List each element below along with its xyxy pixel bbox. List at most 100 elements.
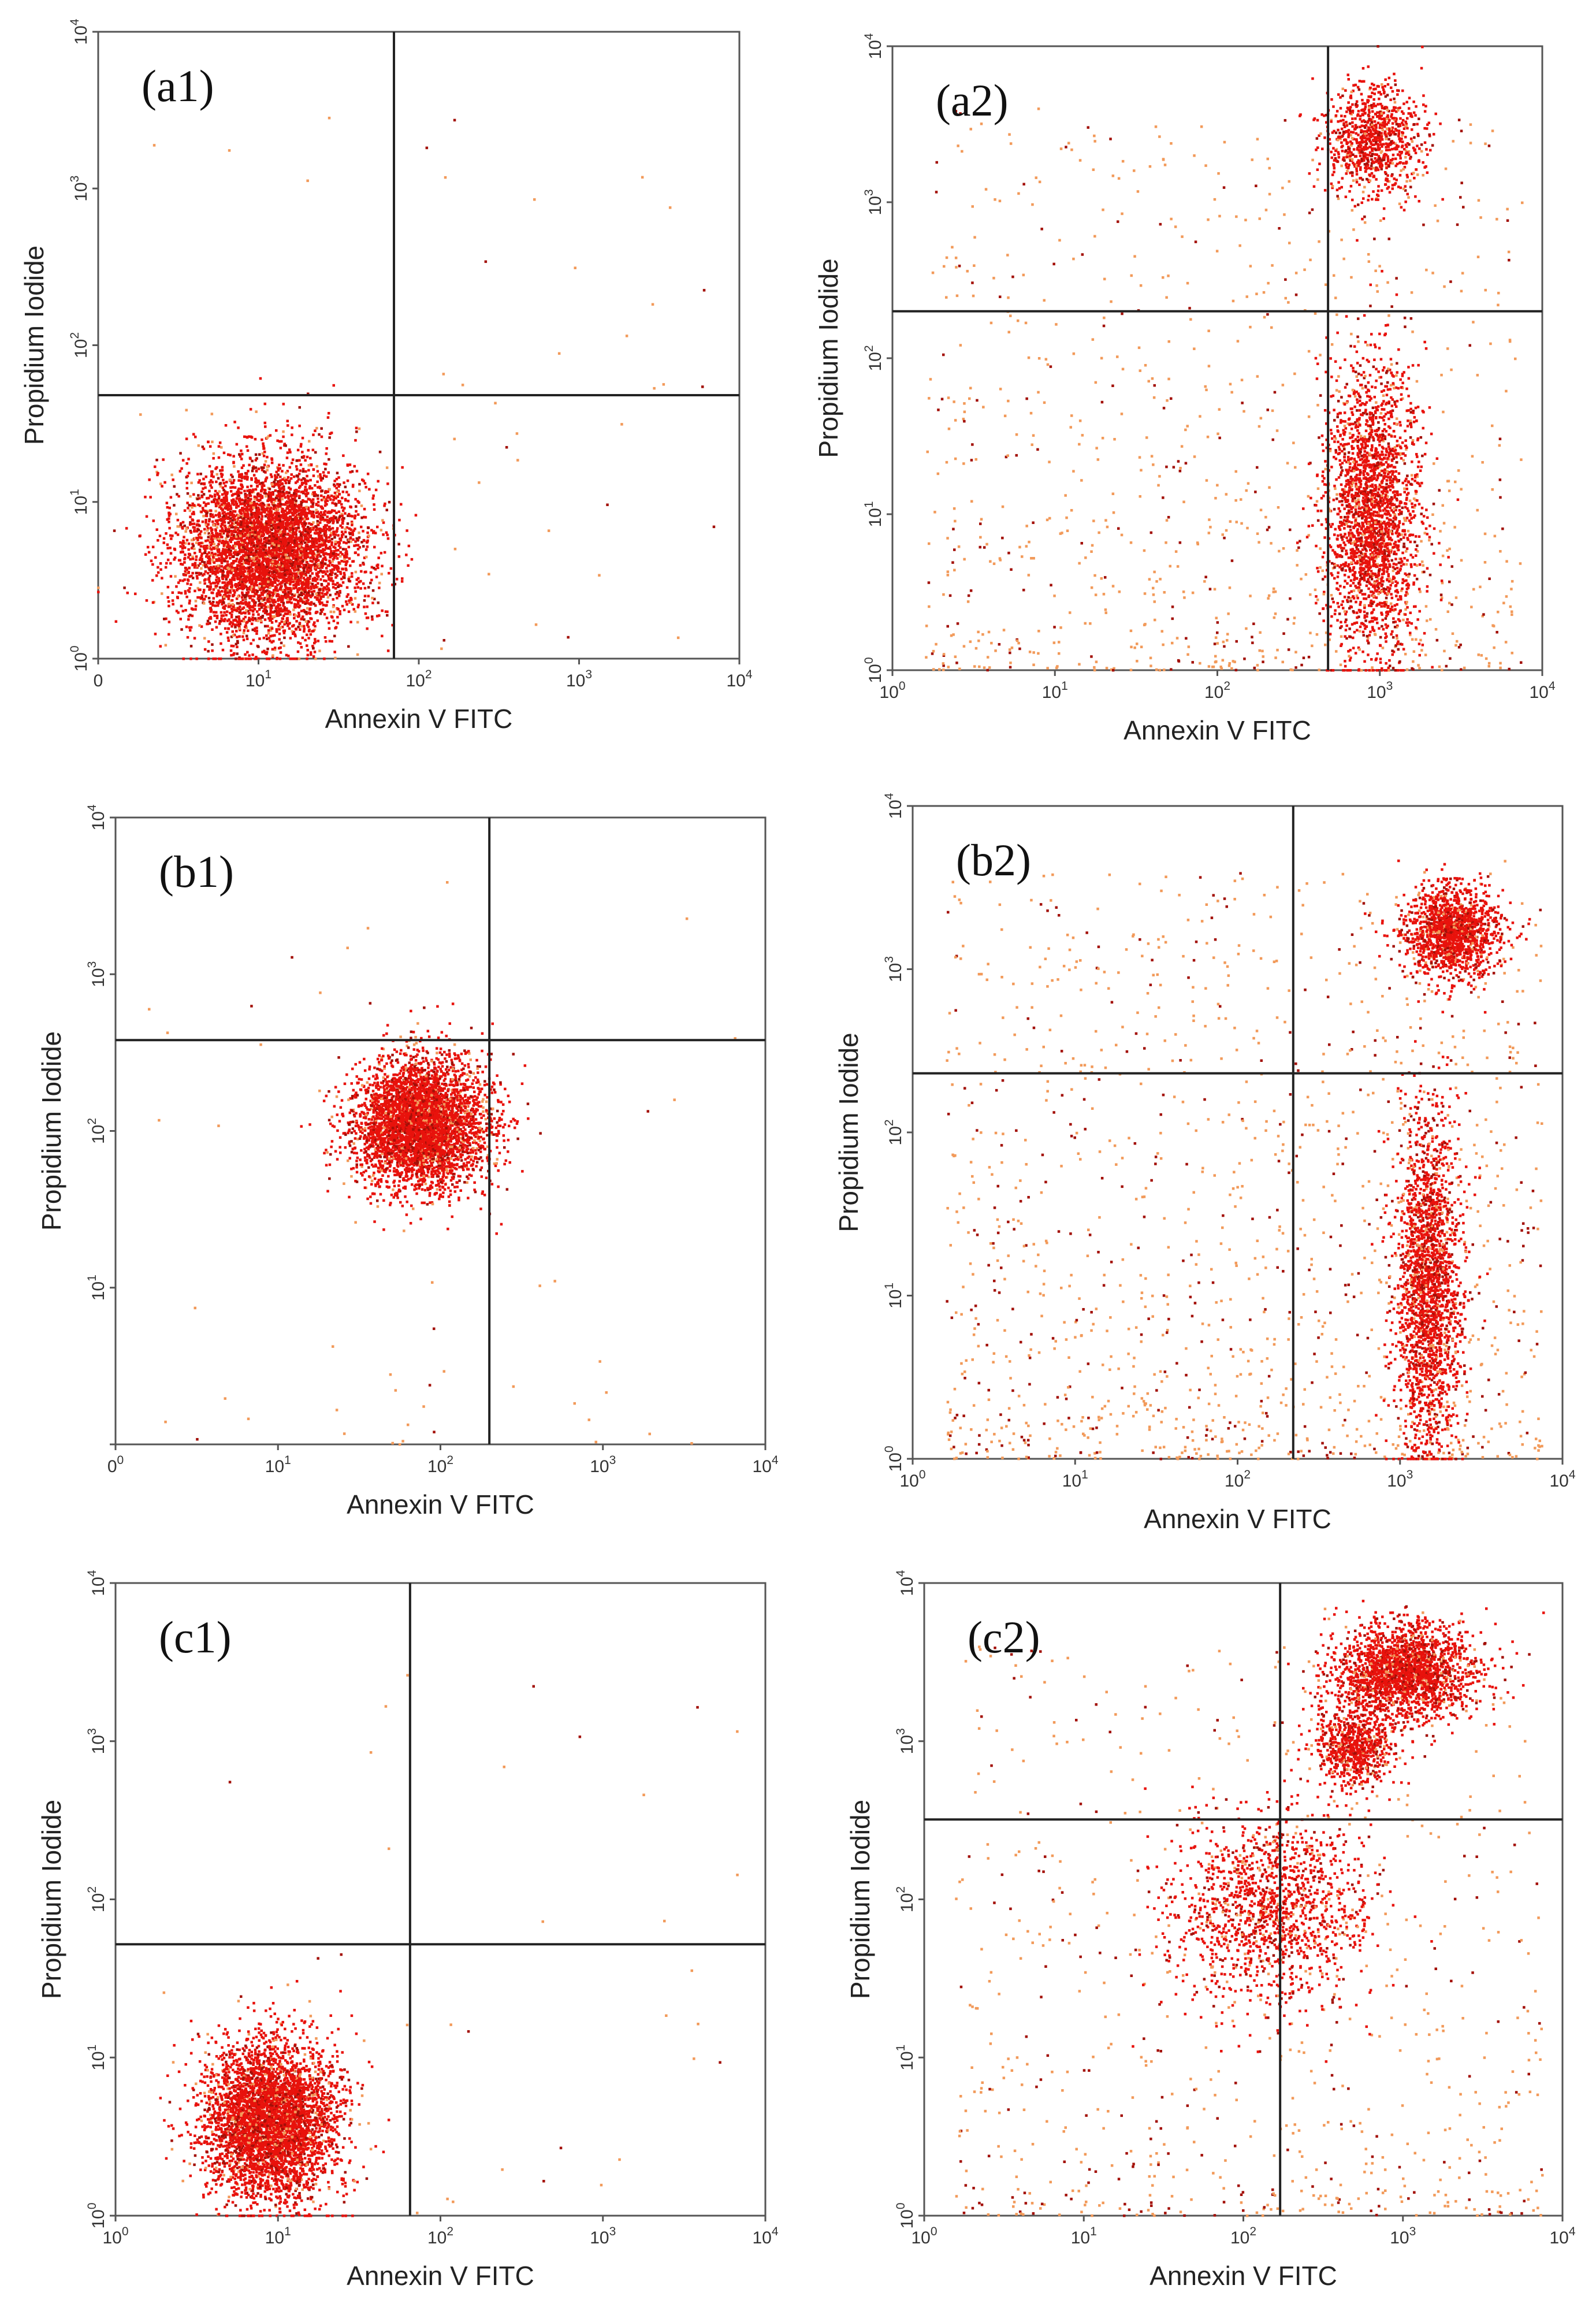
population-event	[304, 565, 307, 569]
population-event	[221, 508, 224, 511]
population-event	[180, 551, 183, 554]
population-event	[201, 507, 204, 510]
population-event	[388, 571, 390, 575]
population-event	[250, 553, 253, 556]
population-event	[307, 564, 311, 567]
population-event	[290, 473, 293, 476]
population-event	[329, 432, 332, 435]
population-event	[223, 521, 226, 524]
population-event	[238, 627, 241, 630]
population-event	[304, 589, 307, 592]
population-event	[298, 556, 301, 559]
population-event	[315, 586, 318, 589]
population-event	[292, 608, 295, 611]
population-event	[134, 592, 137, 596]
population-event	[377, 480, 380, 483]
population-event	[281, 599, 284, 602]
population-event	[171, 599, 174, 602]
population-event	[282, 548, 285, 551]
population-event	[289, 546, 292, 549]
population-event	[260, 496, 263, 499]
population-event	[312, 494, 316, 497]
population-event	[285, 540, 288, 543]
population-event	[194, 564, 197, 567]
population-event	[192, 511, 195, 514]
population-event	[252, 552, 255, 555]
population-event	[282, 510, 286, 512]
population-event	[281, 626, 284, 629]
population-event	[274, 524, 277, 527]
population-event	[321, 559, 324, 563]
population-event	[281, 530, 285, 533]
population-event	[220, 642, 222, 645]
population-event	[211, 520, 214, 523]
population-event	[276, 525, 280, 527]
population-event	[294, 515, 297, 518]
population-event	[304, 538, 307, 541]
population-event	[272, 526, 276, 529]
population-event	[414, 514, 418, 517]
background-event	[488, 573, 490, 575]
population-event	[212, 546, 215, 549]
population-event	[263, 596, 266, 600]
population-event	[298, 530, 302, 533]
population-event	[291, 564, 294, 567]
population-event	[224, 553, 227, 556]
population-event	[333, 549, 336, 553]
population-event	[220, 611, 223, 614]
population-event	[305, 495, 308, 497]
population-event	[311, 577, 315, 581]
population-event	[244, 596, 247, 599]
population-event	[252, 586, 255, 589]
population-event	[347, 610, 351, 613]
population-event	[278, 538, 281, 541]
population-event	[273, 544, 276, 547]
population-event	[235, 525, 238, 528]
population-event	[198, 536, 201, 539]
population-event	[302, 499, 304, 502]
population-event	[252, 465, 255, 468]
population-event	[248, 463, 251, 467]
population-event	[309, 559, 312, 563]
population-event	[273, 559, 277, 562]
population-event	[286, 564, 289, 567]
population-event	[295, 599, 297, 601]
population-event	[277, 555, 280, 558]
population-event	[254, 547, 257, 549]
population-event	[288, 466, 292, 469]
population-event	[313, 577, 317, 580]
population-event	[321, 601, 323, 604]
population-event	[296, 650, 300, 653]
population-event	[340, 577, 343, 581]
population-event	[303, 536, 307, 540]
population-event	[228, 514, 231, 517]
population-event	[289, 495, 292, 497]
population-event	[233, 545, 237, 548]
population-event	[241, 602, 244, 605]
population-event	[242, 611, 245, 614]
population-event	[281, 540, 284, 543]
population-event	[255, 562, 258, 565]
population-event	[236, 589, 239, 592]
population-event	[284, 585, 287, 588]
population-event	[263, 574, 266, 578]
population-event	[256, 570, 259, 574]
population-event	[307, 581, 310, 584]
population-event	[355, 578, 358, 581]
background-event	[662, 383, 665, 386]
population-event	[252, 554, 255, 557]
population-event	[274, 607, 277, 610]
population-event	[264, 566, 267, 569]
population-event	[250, 582, 253, 586]
population-event	[196, 586, 199, 590]
population-event	[336, 557, 339, 560]
population-event	[304, 602, 307, 605]
population-event	[355, 430, 358, 433]
population-event	[243, 540, 246, 544]
population-event	[260, 490, 263, 493]
population-event	[202, 447, 206, 451]
population-event	[258, 637, 261, 640]
population-event	[306, 649, 309, 652]
population-event	[249, 507, 252, 510]
background-event	[440, 647, 443, 651]
